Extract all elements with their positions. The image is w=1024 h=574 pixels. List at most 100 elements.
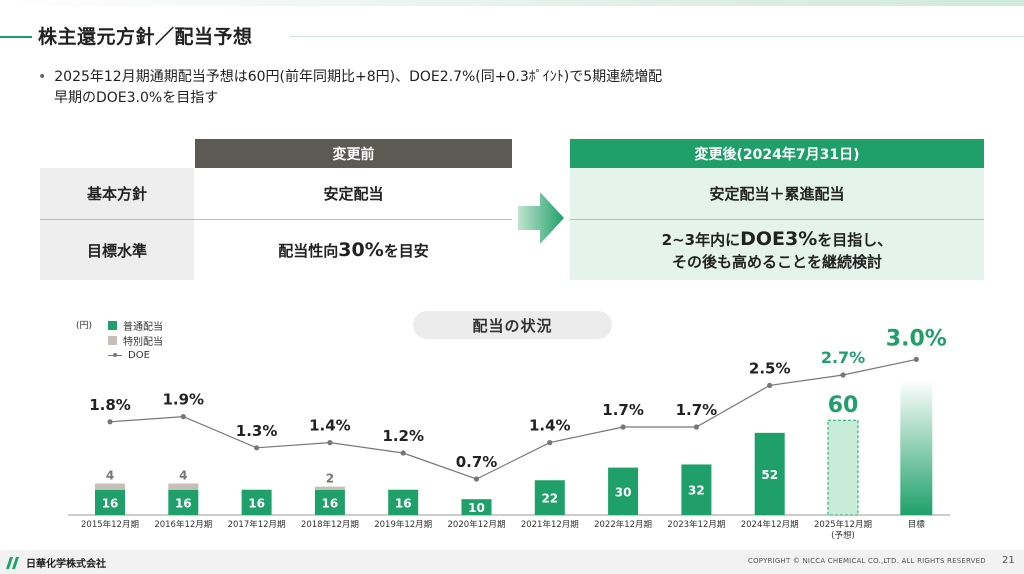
doe-point [913,356,919,362]
chart-legend: 普通配当 特別配当 DOE [108,318,163,363]
legend-item-special: 特別配当 [108,333,163,348]
regular-dividend-bar [608,467,639,515]
regular-dividend-bar [681,464,712,515]
doe-value-label: 1.3% [236,422,278,440]
row-divider-before [40,219,512,220]
title-accent-line [0,36,32,38]
special-value-label: 4 [106,469,114,483]
before-target-value: 30% [338,239,384,261]
bar-value-label: 52 [761,468,778,482]
x-tick-label: 2020年12月期 [448,519,506,530]
bar-value-label: 30 [615,485,632,499]
doe-value-label: 2.7% [821,348,865,367]
after-target-pre: 2~3年内に [661,230,741,249]
doe-point [180,414,186,420]
doe-point [400,450,406,456]
special-value-label: 2 [326,472,334,486]
regular-dividend-bar [95,489,125,515]
special-dividend-bar [168,483,199,490]
legend-label-regular: 普通配当 [123,322,163,333]
legend-item-doe: DOE [108,348,163,363]
doe-value-label: 1.8% [89,396,131,414]
doe-value-label: 1.4% [529,417,571,435]
bullet-line-2: 早期のDOE3.0%を目指す [54,90,219,106]
forecast-bar [827,419,859,516]
before-target-pre: 配当性向 [278,241,339,260]
bar-value-label: 60 [828,393,859,418]
before-target-post: を目安 [383,241,429,260]
x-tick-sublabel: (予想) [831,530,855,541]
bullet-line-1: 2025年12月期通期配当予想は60円(前年同期比+8円)、DOE2.7%(同+… [54,69,663,85]
bar-value-label: 16 [395,496,412,510]
after-target-line-1: 2~3年内にDOE3%を目指し、 [662,228,893,251]
copyright: COPYRIGHT © NICCA CHEMICAL CO.,LTD. ALL … [748,557,986,565]
doe-value-label: 3.0% [886,326,947,351]
footer: 日華化学株式会社 COPYRIGHT © NICCA CHEMICAL CO.,… [0,550,1024,574]
doe-value-label: 1.7% [602,401,644,419]
after-target-line-2: その後も高めることを継続検討 [671,252,882,271]
doe-point [327,440,333,446]
header-after: 変更後(2024年7月31日) [570,139,984,168]
target-bar [900,380,933,515]
bar-value-label: 16 [322,496,339,510]
cell-before-basic-policy: 安定配当 [195,168,512,219]
summary-bullet: • 2025年12月期通期配当予想は60円(前年同期比+8円)、DOE2.7%(同… [38,67,662,109]
page-number: 21 [1002,555,1015,566]
x-tick-label: 2023年12月期 [667,519,725,530]
legend-swatch-special [108,336,117,345]
x-tick-label: 2018年12月期 [301,519,359,530]
x-tick-label: 2022年12月期 [594,519,652,530]
page-title: 株主還元方針／配当予想 [38,26,253,48]
bar-value-label: 32 [688,484,705,498]
header-before: 変更前 [195,139,512,168]
bar-value-label: 22 [541,492,558,506]
bar-value-label: 16 [102,496,119,510]
doe-value-label: 1.9% [162,391,204,409]
x-tick-label: 2025年12月期 [814,519,872,530]
company-logo-icon [6,556,19,569]
bullet-dot-icon: • [38,69,47,85]
regular-dividend-bar [314,489,345,515]
special-dividend-bar [314,486,345,490]
doe-value-label: 0.7% [456,453,498,471]
after-target-value: DOE3% [740,227,818,250]
row-divider-after [570,219,984,220]
doe-line [109,358,917,480]
special-dividend-bar [95,483,125,490]
doe-point [693,424,700,430]
doe-value-label: 1.2% [382,427,424,445]
doe-value-label: 1.4% [309,417,351,435]
regular-dividend-bar [461,499,492,515]
company-logo: 日華化学株式会社 [6,555,106,570]
legend-item-regular: 普通配当 [108,318,163,333]
doe-value-label: 1.7% [676,401,718,419]
title-row: 株主還元方針／配当予想 [0,20,1024,54]
doe-point [254,445,260,451]
regular-dividend-bar [168,489,199,515]
doe-value-label: 2.5% [749,359,791,377]
right-arrow-icon [518,192,564,244]
top-decoration-band [0,0,1024,6]
row-label-basic-policy: 基本方針 [40,168,194,219]
x-tick-label: 2016年12月期 [154,519,212,530]
doe-point [840,372,846,378]
chart-title: 配当の状況 [413,311,612,339]
bar-value-label: 16 [248,496,265,510]
regular-dividend-bar [241,489,272,515]
legend-label-special: 特別配当 [123,337,163,348]
cell-before-target-level: 配当性向 30% を目安 [195,220,512,280]
regular-dividend-bar [534,480,565,515]
x-tick-label: 目標 [908,519,926,530]
chart-unit-label: (円) [76,321,93,331]
row-label-target-level: 目標水準 [40,220,194,280]
doe-point [107,419,113,425]
legend-swatch-regular [108,321,117,330]
after-target-post: を目指し、 [817,230,893,249]
x-tick-label: 2015年12月期 [81,519,139,530]
cell-after-target-level: 2~3年内にDOE3%を目指し、 その後も高めることを継続検討 [570,220,984,280]
x-tick-label: 2024年12月期 [741,519,799,530]
company-name: 日華化学株式会社 [26,559,106,570]
cell-after-basic-policy: 安定配当＋累進配当 [570,168,984,219]
doe-point [547,440,553,446]
